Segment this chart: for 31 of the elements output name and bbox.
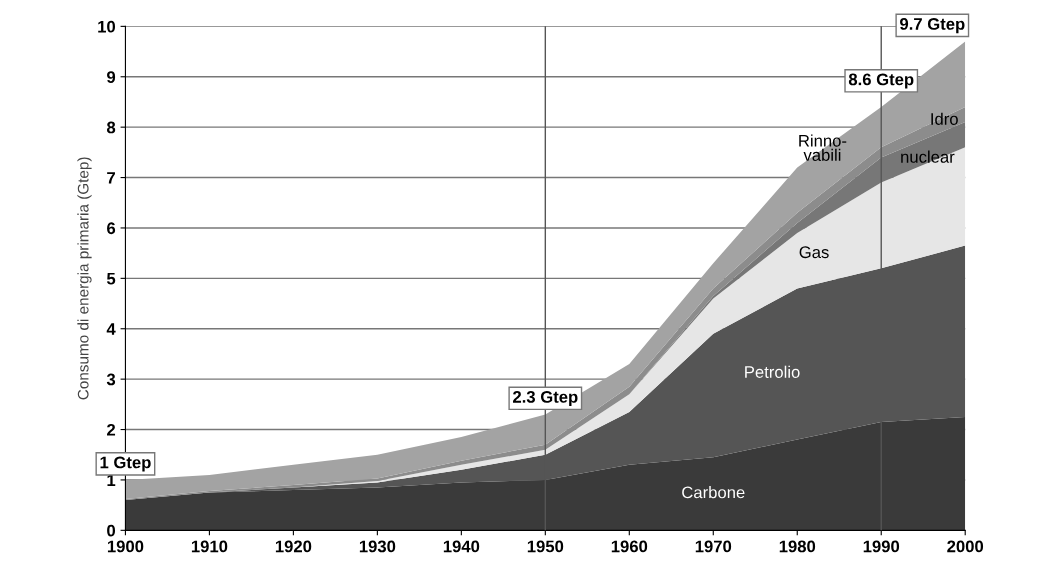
y-tick-label: 9 — [107, 71, 116, 83]
x-tick-label: 1920 — [275, 540, 312, 553]
x-tick-label: 1950 — [527, 540, 564, 553]
series-label: Gas — [799, 246, 829, 259]
y-axis-title: Consumo di energia primaria (Gtep) — [77, 157, 92, 400]
series-label: Carbone — [682, 486, 745, 499]
y-tick-label: 8 — [106, 121, 116, 134]
y-tick-label: 5 — [106, 272, 116, 285]
annotation: 2.3 Gtep — [513, 390, 578, 407]
y-tick-label: 4 — [106, 323, 116, 335]
x-tick-label: 1960 — [611, 540, 648, 553]
y-tick-label: 1 — [107, 474, 116, 486]
series-label: Petrolio — [745, 365, 800, 378]
y-tick-label: 0 — [107, 524, 116, 537]
x-tick-label: 2000 — [947, 540, 984, 553]
annotation: 9.7 Gtep — [900, 18, 965, 34]
x-tick-label: 1980 — [779, 540, 816, 553]
x-tick-label: 1910 — [191, 540, 228, 553]
y-tick-label: 6 — [107, 222, 116, 235]
y-tick-label: 7 — [107, 172, 115, 184]
x-tick-label: 1990 — [863, 540, 900, 553]
y-tick-label: 2 — [107, 423, 116, 436]
y-tick-label: 3 — [106, 373, 116, 386]
series-label: Idro — [931, 112, 958, 125]
annotation: 1 Gtep — [100, 456, 151, 472]
x-tick-label: 1940 — [443, 540, 480, 553]
annotation: 8.6 Gtep — [848, 73, 914, 89]
x-tick-label: 1930 — [359, 540, 396, 553]
y-tick-label: 10 — [98, 20, 116, 33]
x-tick-label: 1970 — [695, 540, 732, 553]
x-tick-label: 1900 — [107, 540, 144, 553]
